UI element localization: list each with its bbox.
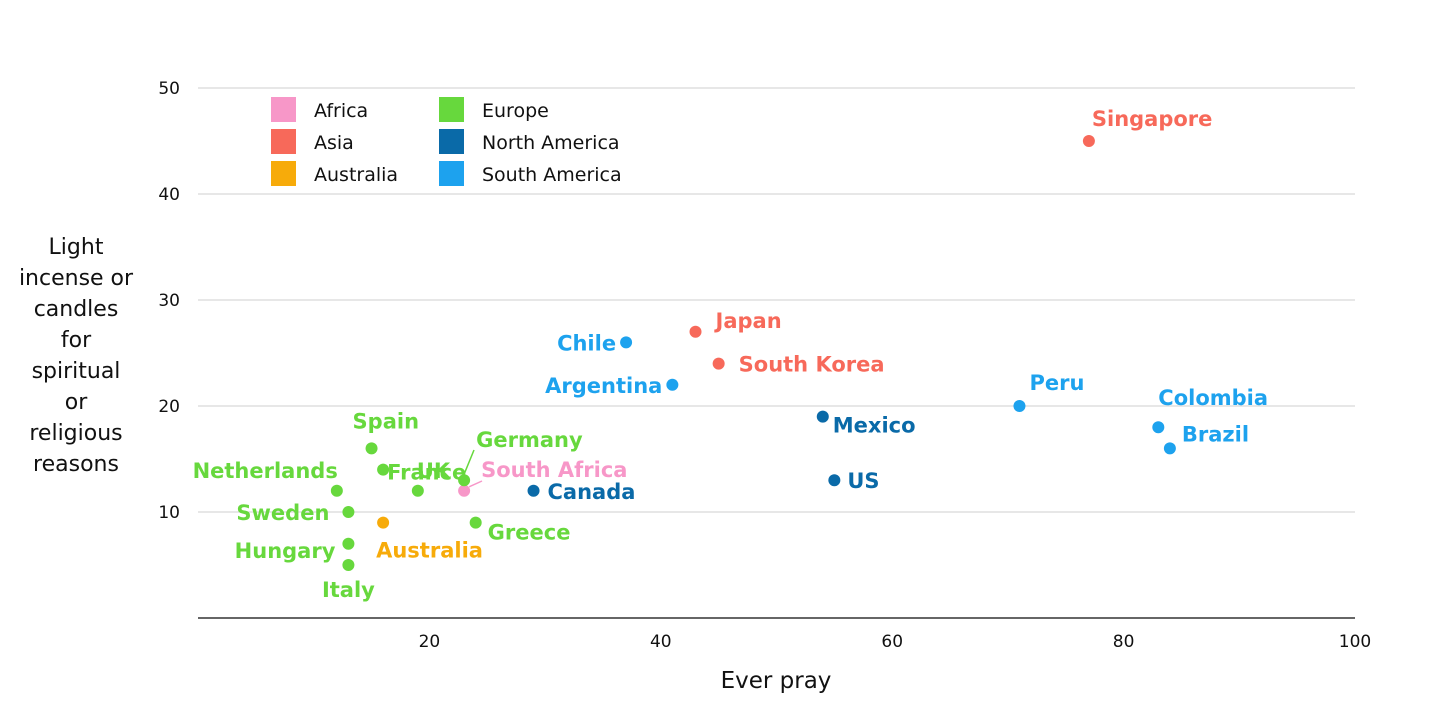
y-axis-title-line: Light [49, 235, 104, 260]
legend-swatch-africa [271, 97, 296, 122]
leader-line-germany [463, 449, 475, 475]
point-label-argentina: Argentina [545, 374, 662, 398]
y-axis-title-line: religious [29, 421, 122, 446]
point-argentina [666, 378, 679, 391]
y-axis-title-line: candles [34, 297, 119, 322]
y-tick-label: 30 [158, 291, 180, 311]
data-labels: Singapore Japan South Korea Chile Argentina P… [193, 107, 1268, 602]
point-label-germany: Germany [476, 428, 583, 452]
point-germany [458, 474, 471, 487]
y-axis-title-line: spiritual [32, 359, 121, 384]
legend-swatch-south-america [439, 161, 464, 186]
y-axis-title-line: or [65, 390, 88, 415]
legend-swatch-north-america [439, 129, 464, 154]
point-label-brazil: Brazil [1182, 422, 1249, 446]
x-tick-label: 40 [650, 632, 672, 652]
y-axis-title-line: for [61, 328, 92, 353]
x-axis-title: Ever pray [721, 668, 832, 694]
x-tick-label: 80 [1113, 632, 1135, 652]
point-label-australia: Australia [376, 539, 483, 563]
y-axis-title-line: incense or [19, 266, 134, 291]
point-netherlands [330, 484, 343, 497]
gridlines [198, 87, 1355, 513]
legend-swatch-australia [271, 161, 296, 186]
y-tick-label: 20 [158, 397, 180, 417]
point-australia [377, 516, 390, 529]
point-france [377, 463, 390, 476]
point-label-us: US [847, 469, 879, 493]
data-points [330, 135, 1176, 571]
point-canada [527, 484, 540, 497]
point-label-colombia: Colombia [1158, 386, 1268, 410]
legend-label-asia: Asia [314, 132, 354, 154]
point-uk [411, 484, 424, 497]
point-label-peru: Peru [1029, 371, 1084, 395]
point-greece [469, 516, 482, 529]
point-label-canada: Canada [548, 480, 636, 504]
y-axis-title-line: reasons [33, 452, 119, 477]
point-label-singapore: Singapore [1092, 107, 1213, 131]
y-axis-title: Light incense or candles for spiritual or reli… [19, 235, 134, 477]
leader-lines [463, 449, 483, 488]
legend-swatch-asia [271, 129, 296, 154]
point-label-uk: UK [417, 459, 451, 483]
point-peru [1013, 400, 1026, 412]
point-sweden [342, 506, 355, 518]
point-spain [365, 442, 378, 455]
point-mexico [816, 410, 829, 423]
legend-label-europe: Europe [482, 100, 549, 122]
legend-label-africa: Africa [314, 100, 368, 122]
point-chile [620, 336, 633, 349]
point-label-italy: Italy [322, 578, 375, 602]
point-us [828, 474, 841, 487]
point-south-africa [458, 484, 471, 497]
point-singapore [1082, 135, 1095, 147]
legend: Africa Asia Australia Europe North America So… [271, 97, 622, 186]
point-label-hungary: Hungary [235, 539, 336, 563]
y-tick-label: 10 [158, 503, 180, 523]
x-tick-label: 100 [1339, 632, 1371, 652]
point-label-greece: Greece [488, 521, 571, 545]
point-label-chile: Chile [557, 331, 616, 355]
legend-swatch-europe [439, 97, 464, 122]
x-tick-label: 60 [881, 632, 903, 652]
point-label-netherlands: Netherlands [193, 459, 338, 483]
point-label-mexico: Mexico [833, 414, 916, 438]
legend-label-south-america: South America [482, 164, 622, 186]
point-hungary [342, 537, 355, 550]
point-label-south-africa: South Africa [481, 458, 627, 482]
legend-label-australia: Australia [314, 164, 398, 186]
point-brazil [1163, 442, 1176, 455]
leader-line-south-africa [468, 480, 483, 488]
point-italy [342, 559, 355, 571]
point-label-japan: Japan [714, 309, 782, 333]
y-tick-label: 50 [158, 79, 180, 99]
tick-labels: 10 20 30 40 50 20 40 60 80 100 [158, 79, 1371, 652]
x-tick-label: 20 [419, 632, 441, 652]
point-label-france: France [387, 461, 466, 485]
point-colombia [1152, 421, 1165, 434]
point-label-south-korea: South Korea [739, 353, 885, 377]
y-tick-label: 40 [158, 185, 180, 205]
legend-label-north-america: North America [482, 132, 620, 154]
point-japan [689, 325, 702, 338]
point-label-sweden: Sweden [236, 501, 329, 525]
point-label-spain: Spain [353, 409, 419, 433]
point-south-korea [712, 357, 725, 370]
